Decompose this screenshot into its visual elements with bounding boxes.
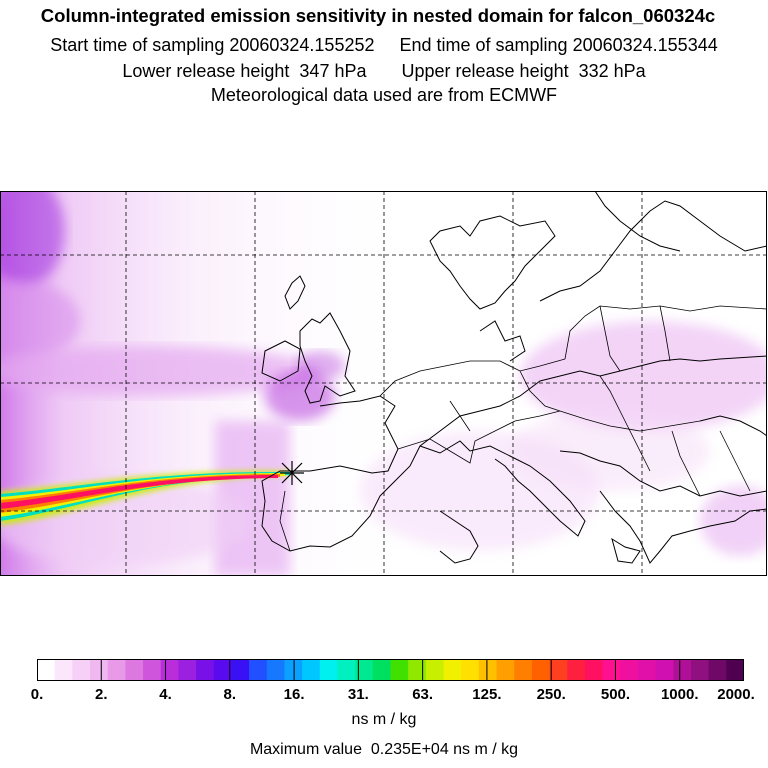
colorbar-cell <box>54 659 73 681</box>
colorbar-cell <box>602 659 621 681</box>
colorbar-units: ns m / kg <box>351 711 417 728</box>
release-point-x-icon <box>280 461 304 485</box>
colorbar-cell <box>708 659 727 681</box>
colorbar-cell <box>143 659 162 681</box>
colorbar-cell <box>107 659 126 681</box>
colorbar-tick-label: 31. <box>347 686 369 703</box>
colorbar-tick-label: 63. <box>412 686 434 703</box>
colorbar-tick-label: 4. <box>159 686 172 703</box>
colorbar-cell <box>266 659 285 681</box>
colorbar-cell <box>284 659 303 681</box>
colorbar-cell <box>178 659 197 681</box>
sampling-time-line: Start time of sampling 20060324.155252 E… <box>50 35 718 55</box>
colorbar-tick-label: 250. <box>536 686 566 703</box>
colorbar-cell <box>655 659 674 681</box>
colorbar-tick-label: 2000. <box>717 686 755 703</box>
colorbar-cell <box>637 659 657 681</box>
colorbar-cell <box>160 659 179 681</box>
sensitivity-map <box>0 191 767 576</box>
colorbar-tick-label: 8. <box>223 686 237 703</box>
colorbar-tick-label: 2. <box>95 686 108 703</box>
colorbar-cell <box>673 659 692 681</box>
coastlines <box>261 191 767 564</box>
lat-lon-grid <box>0 191 767 576</box>
colorbar-cell <box>514 659 533 681</box>
colorbar-cell <box>443 659 462 681</box>
colorbar-cell <box>690 659 710 681</box>
colorbar-cell <box>726 659 744 681</box>
colorbar-cell <box>37 659 56 681</box>
colorbar-cell <box>302 659 321 681</box>
colorbar-tick-label: 0. <box>30 686 44 703</box>
colorbar-tick-label: 1000. <box>660 686 699 703</box>
colorbar-cell <box>461 659 480 681</box>
colorbar-cell <box>196 659 215 681</box>
emission-plume <box>0 470 290 525</box>
colorbar-cell <box>90 659 109 681</box>
colorbar-cell <box>125 659 144 681</box>
colorbar <box>37 659 744 681</box>
maximum-value-text: Maximum value 0.235E+04 ns m / kg <box>249 741 519 758</box>
colorbar-cell <box>584 659 604 681</box>
map-frame <box>0 191 767 576</box>
colorbar-cell <box>531 659 551 681</box>
colorbar-cell <box>355 659 374 681</box>
colorbar-cell <box>231 659 250 681</box>
colorbar-cell <box>478 659 498 681</box>
colorbar-cell <box>425 659 445 681</box>
map-title: Column-integrated emission sensitivity i… <box>40 5 716 26</box>
colorbar-tick-label: 500. <box>600 686 631 703</box>
colorbar-cell <box>496 659 515 681</box>
colorbar-frame <box>37 659 744 681</box>
country-borders <box>279 305 767 552</box>
colorbar-cell <box>337 659 356 681</box>
colorbar-cell <box>213 659 232 681</box>
release-height-line: Lower release height 347 hPa Upper relea… <box>122 61 646 81</box>
colorbar-cell <box>372 659 391 681</box>
colorbar-cell <box>549 659 568 681</box>
colorbar-cell <box>567 659 586 681</box>
colorbar-cell <box>72 659 91 681</box>
colorbar-cell <box>408 659 427 681</box>
colorbar-cell <box>319 659 338 681</box>
colorbar-tick-label: 125. <box>472 686 502 703</box>
colorbar-cell <box>249 659 268 681</box>
met-data-line: Meteorological data used are from ECMWF <box>210 85 558 105</box>
colorbar-cell <box>620 659 639 681</box>
colorbar-cell <box>390 659 409 681</box>
colorbar-tick-label: 16. <box>283 686 305 703</box>
